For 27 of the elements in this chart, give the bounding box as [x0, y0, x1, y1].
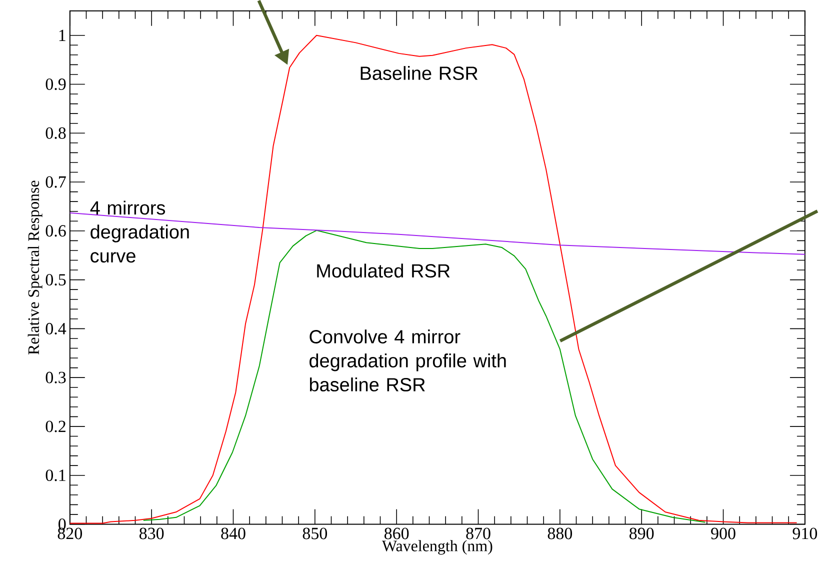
y-tick-label: 1: [59, 30, 66, 41]
y-tick-label: 0.7: [46, 176, 66, 188]
x-tick-label: 870: [466, 528, 490, 540]
y-tick-label: 0.1: [46, 470, 66, 482]
y-axis-title: Relative Spectral Response: [28, 180, 42, 354]
x-tick-label: 820: [58, 528, 82, 540]
x-tick-label: 880: [548, 528, 572, 540]
y-tick-label: 0: [58, 518, 66, 530]
x-tick-label: 850: [302, 528, 328, 540]
y-tick-label: 0.6: [46, 225, 66, 237]
x-tick-label: 910: [792, 528, 818, 540]
x-tick-label: 890: [630, 528, 654, 540]
x-tick-label: 830: [139, 528, 164, 540]
y-tick-label: 0.4: [46, 322, 66, 334]
annotation: Convolve 4 mirror degradation profile with baseline RSR: [310, 329, 506, 392]
y-tick-label: 0.5: [46, 274, 66, 286]
x-tick-label: 860: [384, 528, 409, 540]
x-tick-label: 900: [711, 528, 736, 540]
y-tick-label: 0.8: [46, 127, 66, 139]
x-tick-label: 840: [221, 528, 246, 540]
y-tick-label: 0.2: [46, 420, 66, 432]
annotation: 4 mirrors degradation curve: [90, 200, 189, 262]
y-tick-label: 0.9: [46, 78, 66, 90]
annotation: Baseline RSR: [360, 66, 478, 80]
annotation: Modulated RSR: [317, 264, 450, 278]
x-axis-title: Wavelength (nm): [382, 540, 492, 555]
y-tick-label: 0.3: [46, 372, 66, 384]
